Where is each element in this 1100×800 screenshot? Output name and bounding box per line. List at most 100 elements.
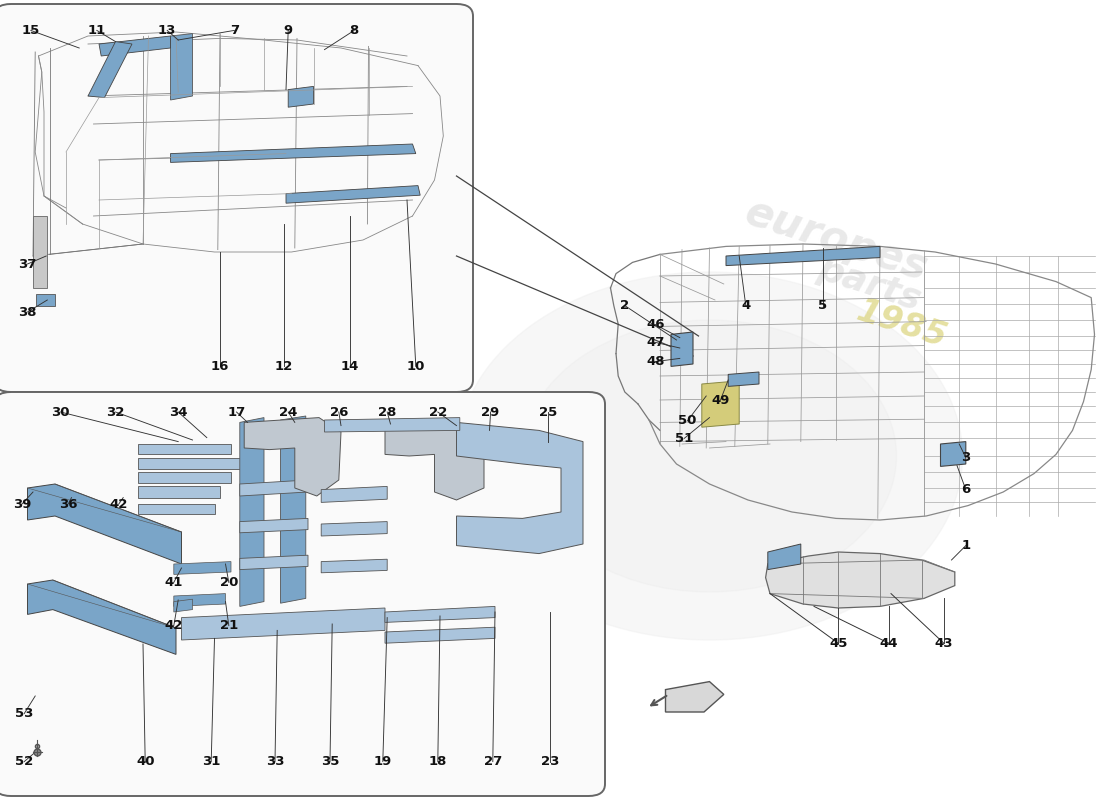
Text: 53: 53 [15, 707, 33, 720]
Polygon shape [324, 418, 460, 432]
Text: 3: 3 [961, 451, 970, 464]
Text: 30: 30 [52, 406, 69, 418]
Text: 26: 26 [330, 406, 348, 418]
Text: 42: 42 [110, 498, 128, 510]
Text: 13: 13 [158, 24, 176, 37]
Text: 52: 52 [15, 755, 33, 768]
Polygon shape [728, 372, 759, 386]
Text: 16: 16 [211, 360, 229, 373]
Polygon shape [28, 484, 182, 564]
Polygon shape [138, 504, 214, 514]
Polygon shape [240, 518, 308, 533]
Polygon shape [288, 86, 313, 107]
Text: 19: 19 [374, 755, 392, 768]
Polygon shape [88, 42, 132, 98]
Text: 20: 20 [220, 576, 238, 589]
Polygon shape [138, 486, 220, 498]
Text: 24: 24 [279, 406, 297, 418]
Text: 34: 34 [169, 406, 187, 418]
Text: 23: 23 [541, 755, 559, 768]
Text: 4: 4 [741, 299, 750, 312]
Text: 17: 17 [228, 406, 245, 418]
Polygon shape [726, 246, 880, 266]
Text: 9: 9 [284, 24, 293, 37]
Text: 33: 33 [266, 755, 284, 768]
Text: europes: europes [739, 190, 933, 290]
Polygon shape [671, 332, 693, 366]
Text: 22: 22 [429, 406, 447, 418]
Polygon shape [33, 216, 47, 288]
Text: 27: 27 [484, 755, 502, 768]
Text: 42: 42 [165, 619, 183, 632]
Text: 31: 31 [202, 755, 220, 768]
Text: 48: 48 [647, 355, 664, 368]
Polygon shape [244, 418, 341, 496]
Polygon shape [286, 186, 420, 203]
Text: 10: 10 [407, 360, 425, 373]
Polygon shape [702, 381, 739, 427]
Text: 2: 2 [620, 299, 629, 312]
Text: 7: 7 [230, 24, 239, 37]
Text: 25: 25 [539, 406, 557, 418]
Text: 32: 32 [107, 406, 124, 418]
Text: 1: 1 [961, 539, 970, 552]
Polygon shape [766, 552, 955, 608]
Text: 6: 6 [961, 483, 970, 496]
Text: 46: 46 [647, 318, 664, 331]
Text: 12: 12 [275, 360, 293, 373]
Polygon shape [321, 486, 387, 502]
Polygon shape [321, 559, 387, 573]
Polygon shape [385, 627, 495, 643]
Polygon shape [456, 422, 583, 554]
Text: 38: 38 [19, 306, 36, 318]
Text: 21: 21 [220, 619, 238, 632]
Polygon shape [940, 442, 966, 466]
Text: parts: parts [813, 251, 925, 317]
Polygon shape [28, 580, 176, 654]
Text: 11: 11 [88, 24, 106, 37]
Polygon shape [138, 472, 231, 483]
Polygon shape [182, 608, 385, 640]
Polygon shape [36, 294, 55, 306]
Polygon shape [768, 544, 801, 570]
Text: 51: 51 [675, 432, 693, 445]
Polygon shape [170, 144, 416, 162]
Text: 44: 44 [880, 637, 898, 650]
Text: 50: 50 [679, 414, 696, 427]
Polygon shape [174, 599, 192, 612]
Polygon shape [174, 594, 226, 606]
Polygon shape [280, 416, 306, 603]
Text: 18: 18 [429, 755, 447, 768]
Text: 5: 5 [818, 299, 827, 312]
Text: 37: 37 [19, 258, 36, 270]
Polygon shape [321, 522, 387, 536]
Circle shape [456, 272, 962, 640]
Text: 35: 35 [321, 755, 339, 768]
Text: 43: 43 [935, 637, 953, 650]
Circle shape [522, 320, 896, 592]
Text: 14: 14 [341, 360, 359, 373]
Text: 45: 45 [829, 637, 847, 650]
Text: 47: 47 [647, 336, 664, 349]
Polygon shape [240, 480, 308, 496]
Text: 15: 15 [22, 24, 40, 37]
Text: 28: 28 [378, 406, 396, 418]
Polygon shape [240, 555, 308, 570]
Polygon shape [385, 606, 495, 622]
Polygon shape [138, 444, 231, 454]
Text: 40: 40 [136, 755, 154, 768]
FancyBboxPatch shape [0, 392, 605, 796]
Text: 39: 39 [13, 498, 31, 510]
Text: 1985: 1985 [852, 294, 952, 354]
Polygon shape [99, 36, 170, 56]
Polygon shape [385, 426, 484, 500]
FancyBboxPatch shape [0, 4, 473, 392]
Polygon shape [240, 418, 264, 606]
Polygon shape [170, 34, 192, 100]
Text: 41: 41 [165, 576, 183, 589]
Polygon shape [666, 682, 724, 712]
Text: 36: 36 [59, 498, 77, 510]
Polygon shape [138, 458, 251, 469]
Text: 8: 8 [350, 24, 359, 37]
Polygon shape [174, 562, 231, 574]
